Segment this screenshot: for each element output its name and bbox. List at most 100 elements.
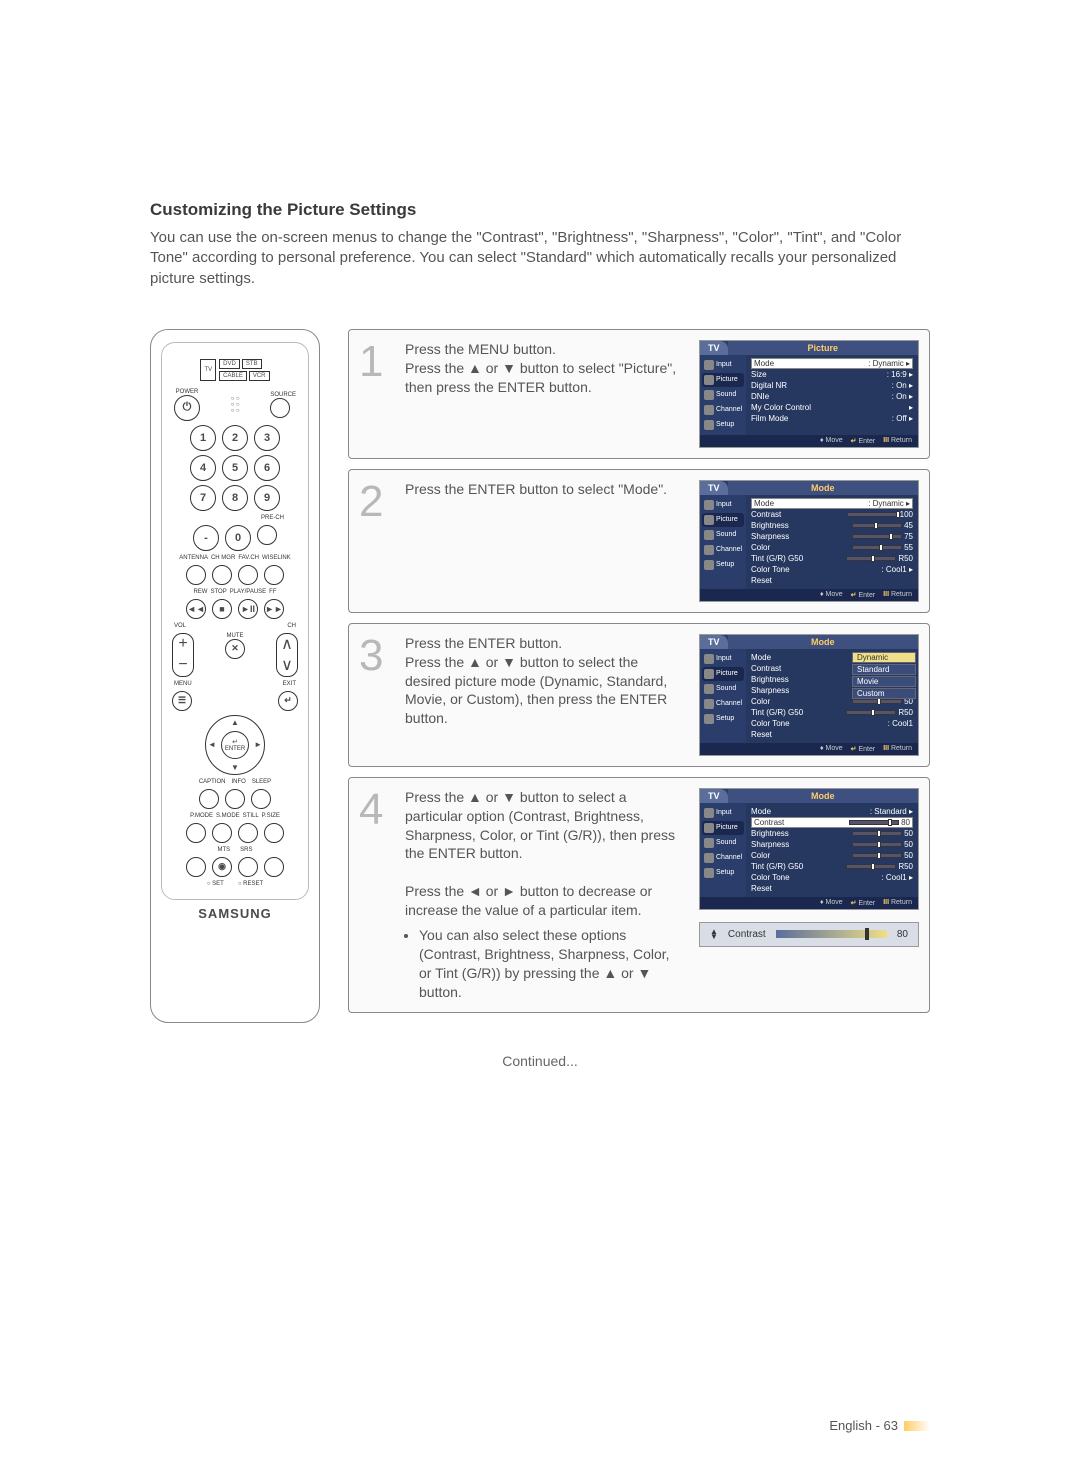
osd-screen: TVMode InputPictureSoundChannelSetup Mod… xyxy=(699,788,919,1002)
remote-vcr: VCR xyxy=(249,371,270,381)
brand-label: SAMSUNG xyxy=(161,906,309,921)
num-4: 4 xyxy=(190,455,216,481)
prech-button xyxy=(257,525,277,545)
num-5: 5 xyxy=(222,455,248,481)
psize-label: P.SIZE xyxy=(262,813,280,819)
remote-stb: STB xyxy=(242,359,262,369)
prech-label: PRE-CH xyxy=(168,515,302,521)
step-number: 1 xyxy=(359,340,391,448)
favch-label: FAV.CH xyxy=(238,555,259,561)
dpad: ▲ ▼ ◄ ► ↵ ENTER xyxy=(205,715,265,775)
osd-sidebar: InputPictureSoundChannelSetup xyxy=(700,495,746,589)
step-instruction: Press the ENTER button.Press the ▲ or ▼ … xyxy=(405,634,685,756)
step-instruction: Press the MENU button.Press the ▲ or ▼ b… xyxy=(405,340,685,448)
source-label: SOURCE xyxy=(270,392,296,398)
step-1: 1 Press the MENU button.Press the ▲ or ▼… xyxy=(348,329,930,459)
osd-footer: ♦ Move ↵ Enter III Return xyxy=(700,743,918,755)
osd-side-item: Input xyxy=(702,652,744,666)
info-button xyxy=(225,789,245,809)
step-number: 4 xyxy=(359,788,391,1002)
num-dash: - xyxy=(193,525,219,551)
enter-label: ENTER xyxy=(225,746,245,752)
mute-button: ✕ xyxy=(225,639,245,659)
remote-tv: TV xyxy=(200,359,216,381)
osd-side-item: Setup xyxy=(702,418,744,432)
wiselink-label: WISELINK xyxy=(262,555,291,561)
extra2-button xyxy=(264,857,284,877)
reset-label: ○ RESET xyxy=(238,881,263,887)
intro-text: You can use the on-screen menus to chang… xyxy=(150,228,930,289)
pmode-button xyxy=(186,823,206,843)
rew-label: REW xyxy=(193,589,207,595)
step-4: 4 Press the ▲ or ▼ button to select a pa… xyxy=(348,777,930,1013)
power-button: ⏻ xyxy=(174,395,200,421)
steps-list: 1 Press the MENU button.Press the ▲ or ▼… xyxy=(348,329,930,1023)
antenna-label: ANTENNA xyxy=(179,555,208,561)
osd-sidebar: InputPictureSoundChannelSetup xyxy=(700,355,746,435)
exit-button: ↵ xyxy=(278,691,298,711)
num-3: 3 xyxy=(254,425,280,451)
ch-rocker: ∧∨ xyxy=(276,633,298,677)
power-label: POWER xyxy=(174,389,200,395)
set-label: ○ SET xyxy=(207,881,224,887)
osd-sidebar: InputPictureSoundChannelSetup xyxy=(700,649,746,743)
osd-screen: TVMode InputPictureSoundChannelSetup Mod… xyxy=(699,480,919,602)
exit-label: EXIT xyxy=(283,681,296,687)
smode-label: S.MODE xyxy=(216,813,240,819)
osd-footer: ♦ Move ↵ Enter III Return xyxy=(700,897,918,909)
mts-label: MTS xyxy=(217,847,230,853)
osd-screen: TVMode InputPictureSoundChannelSetup Mod… xyxy=(699,634,919,756)
contrast-adjust-bar: ▲▼ Contrast 80 xyxy=(699,922,919,947)
num-7: 7 xyxy=(190,485,216,511)
continued-text: Continued... xyxy=(150,1053,930,1069)
step-number: 3 xyxy=(359,634,391,756)
play-label: PLAY/PAUSE xyxy=(230,589,266,595)
osd-side-item: Channel xyxy=(702,697,744,711)
remote-cable: CABLE xyxy=(219,371,247,381)
osd-side-item: Input xyxy=(702,358,744,372)
osd-sidebar: InputPictureSoundChannelSetup xyxy=(700,803,746,897)
stop-label: STOP xyxy=(210,589,226,595)
step-2: 2 Press the ENTER button to select "Mode… xyxy=(348,469,930,613)
menu-label: MENU xyxy=(174,681,192,687)
antenna-button xyxy=(186,565,206,585)
sleep-button xyxy=(251,789,271,809)
osd-side-item: Setup xyxy=(702,866,744,880)
rew-button: ◄◄ xyxy=(186,599,206,619)
still-button xyxy=(238,823,258,843)
info-label: INFO xyxy=(231,779,245,785)
osd-screen: TVPicture InputPictureSoundChannelSetup … xyxy=(699,340,919,448)
osd-side-item: Setup xyxy=(702,558,744,572)
osd-side-item: Input xyxy=(702,498,744,512)
osd-side-item: Picture xyxy=(702,513,744,527)
ff-label: FF xyxy=(269,589,276,595)
osd-side-item: Channel xyxy=(702,851,744,865)
osd-side-item: Sound xyxy=(702,682,744,696)
num-2: 2 xyxy=(222,425,248,451)
ff-button: ►► xyxy=(264,599,284,619)
vol-rocker: +− xyxy=(172,633,194,677)
num-1: 1 xyxy=(190,425,216,451)
osd-side-item: Sound xyxy=(702,528,744,542)
num-9: 9 xyxy=(254,485,280,511)
srs-button: ◉ xyxy=(212,857,232,877)
menu-button: ☰ xyxy=(172,691,192,711)
page-number: English - 63 xyxy=(829,1418,930,1433)
favch-button xyxy=(238,565,258,585)
osd-footer: ♦ Move ↵ Enter III Return xyxy=(700,589,918,601)
osd-side-item: Picture xyxy=(702,667,744,681)
osd-side-item: Channel xyxy=(702,543,744,557)
pmode-label: P.MODE xyxy=(190,813,213,819)
remote-control: TV DVD STB CABLE VCR xyxy=(150,329,320,1023)
osd-side-item: Sound xyxy=(702,388,744,402)
smode-button xyxy=(212,823,232,843)
extra1-button xyxy=(238,857,258,877)
caption-label: CAPTION xyxy=(199,779,226,785)
content-area: TV DVD STB CABLE VCR xyxy=(150,329,930,1023)
still-label: STILL xyxy=(243,813,259,819)
step-number: 2 xyxy=(359,480,391,602)
step-3: 3 Press the ENTER button.Press the ▲ or … xyxy=(348,623,930,767)
osd-side-item: Picture xyxy=(702,373,744,387)
osd-side-item: Sound xyxy=(702,836,744,850)
osd-side-item: Input xyxy=(702,806,744,820)
